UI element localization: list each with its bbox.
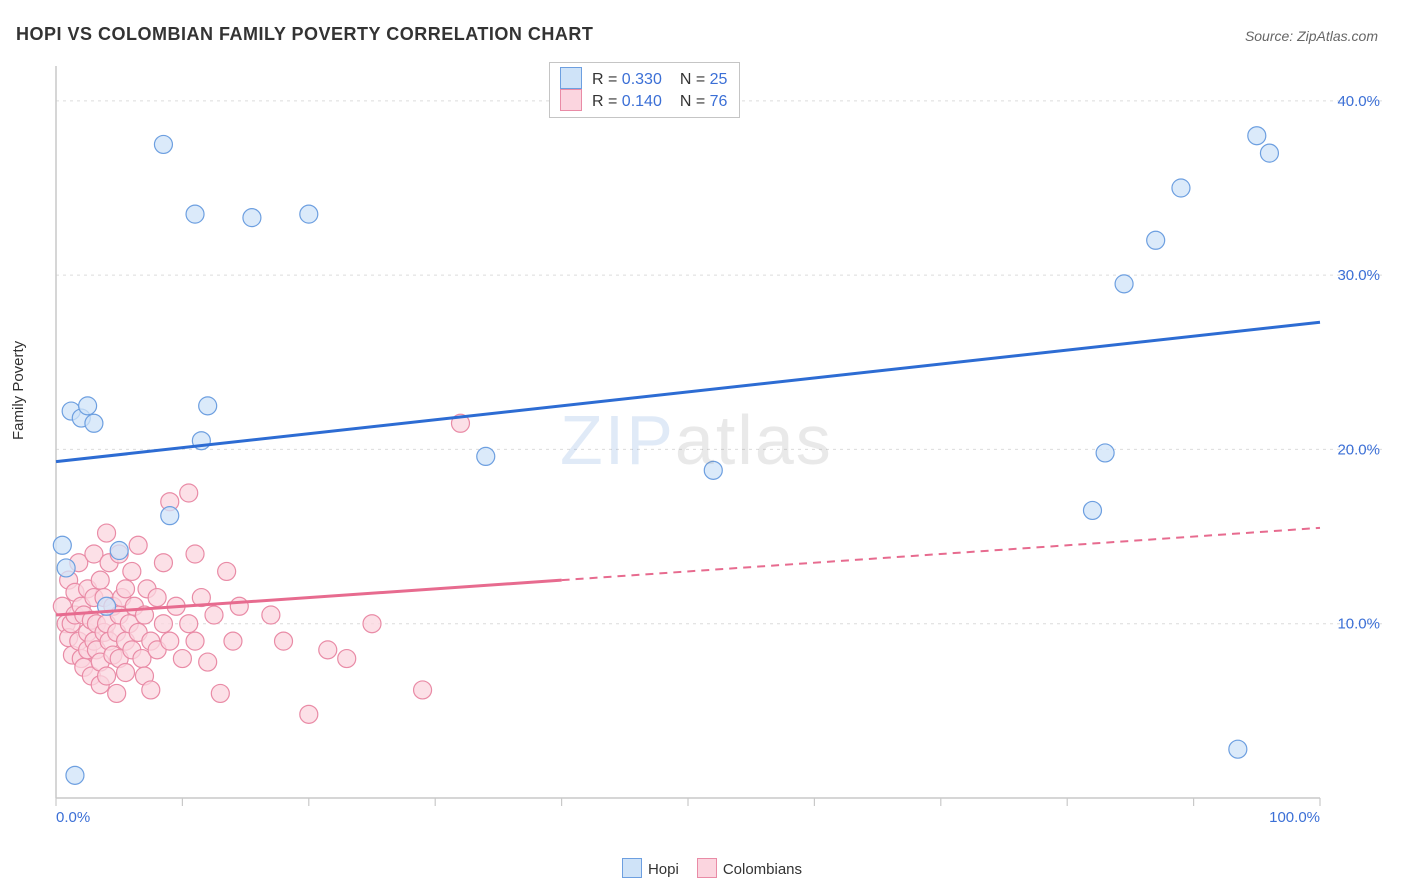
colombians-point bbox=[205, 606, 223, 624]
colombians-point bbox=[117, 664, 135, 682]
colombians-point bbox=[275, 632, 293, 650]
hopi-swatch-icon bbox=[622, 858, 642, 878]
colombians-point bbox=[123, 562, 141, 580]
colombians-swatch-icon bbox=[560, 89, 582, 111]
colombians-point bbox=[98, 667, 116, 685]
hopi-point bbox=[477, 447, 495, 465]
colombians-trend-line-dashed bbox=[562, 528, 1320, 580]
hopi-point bbox=[66, 766, 84, 784]
legend-bottom: Hopi Colombians bbox=[0, 858, 1406, 878]
x-tick-label: 0.0% bbox=[56, 809, 90, 826]
hopi-point bbox=[199, 397, 217, 415]
hopi-point bbox=[161, 507, 179, 525]
hopi-point bbox=[1096, 444, 1114, 462]
colombians-point bbox=[180, 615, 198, 633]
colombians-point bbox=[230, 597, 248, 615]
hopi-point bbox=[1229, 740, 1247, 758]
colombians-point bbox=[154, 554, 172, 572]
colombians-point bbox=[218, 562, 236, 580]
hopi-point bbox=[1172, 179, 1190, 197]
colombians-point bbox=[186, 545, 204, 563]
colombians-point bbox=[148, 589, 166, 607]
colombians-point bbox=[199, 653, 217, 671]
scatter-plot: 10.0% 20.0% 30.0% 40.0% 0.0% 100.0% bbox=[50, 58, 1390, 828]
source-label: Source: ZipAtlas.com bbox=[1245, 28, 1378, 44]
colombians-point bbox=[300, 705, 318, 723]
hopi-point bbox=[704, 461, 722, 479]
colombians-point bbox=[129, 536, 147, 554]
y-tick-label: 20.0% bbox=[1337, 441, 1380, 458]
colombians-point bbox=[117, 580, 135, 598]
colombians-point bbox=[142, 681, 160, 699]
colombians-point bbox=[161, 632, 179, 650]
colombians-point bbox=[224, 632, 242, 650]
colombians-point bbox=[108, 684, 126, 702]
colombians-point bbox=[91, 571, 109, 589]
legend-label-hopi: Hopi bbox=[648, 861, 679, 878]
hopi-point bbox=[53, 536, 71, 554]
hopi-trend-line bbox=[56, 322, 1320, 461]
legend-label-colombians: Colombians bbox=[723, 861, 802, 878]
stats-row-colombians: R = 0.140N = 76 bbox=[560, 89, 727, 111]
y-tick-label: 40.0% bbox=[1337, 93, 1380, 110]
colombians-point bbox=[414, 681, 432, 699]
y-tick-label: 30.0% bbox=[1337, 267, 1380, 284]
hopi-point bbox=[110, 542, 128, 560]
chart-title: HOPI VS COLOMBIAN FAMILY POVERTY CORRELA… bbox=[16, 24, 593, 45]
hopi-point bbox=[300, 205, 318, 223]
hopi-point bbox=[79, 397, 97, 415]
colombians-swatch-icon bbox=[697, 858, 717, 878]
hopi-point bbox=[186, 205, 204, 223]
colombians-point bbox=[319, 641, 337, 659]
colombians-point bbox=[211, 684, 229, 702]
hopi-point bbox=[57, 559, 75, 577]
hopi-point bbox=[1147, 231, 1165, 249]
hopi-point bbox=[1115, 275, 1133, 293]
colombians-point bbox=[154, 615, 172, 633]
y-tick-label: 10.0% bbox=[1337, 616, 1380, 633]
hopi-point bbox=[1248, 127, 1266, 145]
stats-row-hopi: R = 0.330N = 25 bbox=[560, 67, 727, 89]
colombians-point bbox=[186, 632, 204, 650]
colombians-point bbox=[180, 484, 198, 502]
hopi-point bbox=[1083, 501, 1101, 519]
colombians-point bbox=[363, 615, 381, 633]
y-axis-label: Family Poverty bbox=[10, 341, 27, 440]
hopi-point bbox=[243, 209, 261, 227]
stats-legend-box: R = 0.330N = 25R = 0.140N = 76 bbox=[549, 62, 740, 118]
colombians-point bbox=[173, 650, 191, 668]
hopi-point bbox=[1260, 144, 1278, 162]
hopi-swatch-icon bbox=[560, 67, 582, 89]
colombians-point bbox=[338, 650, 356, 668]
hopi-point bbox=[154, 135, 172, 153]
colombians-point bbox=[98, 524, 116, 542]
chart-container: HOPI VS COLOMBIAN FAMILY POVERTY CORRELA… bbox=[0, 0, 1406, 892]
x-tick-label: 100.0% bbox=[1269, 809, 1320, 826]
colombians-point bbox=[262, 606, 280, 624]
hopi-point bbox=[85, 414, 103, 432]
